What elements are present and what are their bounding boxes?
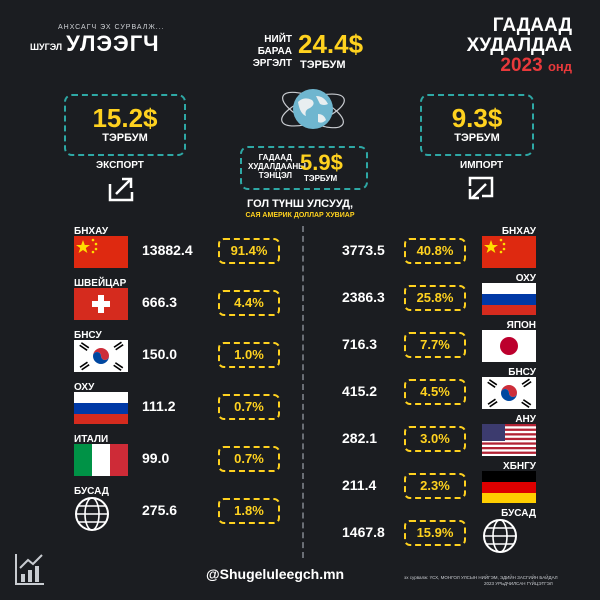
trade-value: 282.1 [342,430,378,446]
title-line1: ГАДААД [492,15,572,36]
total-label-line2: БАРАА [257,46,292,57]
flag-china-icon [482,236,536,273]
flag-germany-icon [482,471,536,508]
import-arrow-icon [468,176,494,200]
trade-share: 7.7% [404,332,466,358]
balance-label-line3: ТЭНЦЭЛ [258,171,292,180]
balance-box: ГАДААД ХУДАЛДААНЫ ТЭНЦЭЛ 5.9$ ТЭРБУМ [240,146,368,190]
flag-korea-icon [482,377,536,414]
country-name: ЯПОН [506,320,536,331]
globe-icon [482,518,518,559]
country-name: ОХУ [74,382,95,393]
total-unit: ТЭРБУМ [300,59,346,71]
import-total-value: 9.3$ [451,103,503,133]
logo-prefix: ШУГЭЛ [30,41,63,52]
flag-russia-icon [482,283,536,320]
country-name: БУСАД [501,508,536,519]
flag-switzerland-icon [74,288,128,325]
country-name: ИТАЛИ [74,434,109,445]
flag-korea-icon [74,340,128,377]
source-note: эх сурвалж: ҮСХ, МОНГОЛ УЛСЫН НИЙГЭМ, ЭД… [404,575,590,587]
export-label: ЭКСПОРТ [96,160,144,171]
trade-share: 91.4% [218,238,280,264]
trade-value: 2386.3 [342,289,385,305]
balance-label-line2: ХУДАЛДААНЫ [248,162,306,171]
trade-share: 40.8% [404,238,466,264]
trade-share: 15.9% [404,520,466,546]
globe-trade-icon [281,89,345,129]
import-total-unit: ТЭРБУМ [454,132,500,144]
trade-value: 1467.8 [342,524,385,540]
trade-value: 716.3 [342,336,378,352]
trade-value: 13882.4 [142,242,193,258]
trade-value: 666.3 [142,294,178,310]
trade-value: 99.0 [142,450,170,466]
source-line2: 2023 УРЬДЧИЛСАН ГҮЙЦЭТГЭЛ [484,581,553,586]
country-name: ШВЕЙЦАР [74,278,127,289]
trade-value: 3773.5 [342,242,385,258]
balance-label-line1: ГАДААД [258,153,292,162]
page-title: ГАДААД ХУДАЛДАА 2023 онд [467,16,572,77]
import-label: ИМПОРТ [460,160,504,171]
logo: АНХСАГЧ ЭХ СУРВАЛЖ... ШУГЭЛ УЛЭЭГЧ [30,24,165,57]
balance-unit: ТЭРБУМ [304,174,338,183]
export-arrow-icon [108,177,134,202]
trade-value: 150.0 [142,346,178,362]
trade-share: 2.3% [404,473,466,499]
title-year: 2023 [500,55,543,76]
flag-japan-icon [482,330,536,367]
trade-share: 25.8% [404,285,466,311]
flag-italy-icon [74,444,128,481]
country-name: БНСУ [508,367,536,378]
trade-value: 111.2 [142,398,176,414]
import-total-box: 9.3$ ТЭРБУМ [420,94,534,156]
trade-share: 1.0% [218,342,280,368]
export-total-value: 15.2$ [92,103,158,133]
divider [302,226,304,558]
total-value: 24.4$ [298,29,364,59]
total-label: НИЙТ БАРАА ЭРГЭЛТ [240,34,292,70]
export-total-box: 15.2$ ТЭРБУМ [64,94,186,156]
trade-value: 211.4 [342,477,377,493]
flag-china-icon [74,236,128,273]
title-line2: ХУДАЛДАА [466,35,572,56]
trade-share: 3.0% [404,426,466,452]
flag-russia-icon [74,392,128,429]
export-total-unit: ТЭРБУМ [102,132,148,144]
country-name: БНСУ [74,330,102,341]
title-suffix: онд [547,59,572,74]
partners-title: ГОЛ ТҮНШ УЛСУУД, [247,198,353,210]
trade-value: 415.2 [342,383,378,399]
country-name: ОХУ [515,273,536,284]
country-name: АНУ [515,414,536,425]
trade-share: 0.7% [218,394,280,420]
total-label-line1: НИЙТ [264,34,292,45]
balance-value: 5.9$ [300,150,343,175]
trade-share: 4.4% [218,290,280,316]
trade-share: 0.7% [218,446,280,472]
trade-share: 4.5% [404,379,466,405]
country-name: ХБНГУ [503,461,536,472]
country-name: БНХАУ [501,226,536,237]
globe-icon [74,496,110,537]
logo-main: УЛЭЭГЧ [66,31,160,56]
partners-subtitle: САЯ АМЕРИК ДОЛЛАР ХУВИАР [245,212,355,219]
total-label-line3: ЭРГЭЛТ [252,58,292,69]
trade-share: 1.8% [218,498,280,524]
source-line1: эх сурвалж: ҮСХ, МОНГОЛ УЛСЫН НИЙГЭМ, ЭД… [404,575,558,580]
trade-value: 275.6 [142,502,178,518]
balance-label: ГАДААД ХУДАЛДААНЫ ТЭНЦЭЛ [248,153,306,180]
social-handle: @Shugeluleegch.mn [206,566,345,582]
country-name: БНХАУ [74,226,109,237]
logo-tagline: АНХСАГЧ ЭХ СУРВАЛЖ... [58,24,165,31]
flag-usa-icon [482,424,536,461]
growth-chart-icon [15,554,44,585]
country-name: БУСАД [74,486,109,497]
